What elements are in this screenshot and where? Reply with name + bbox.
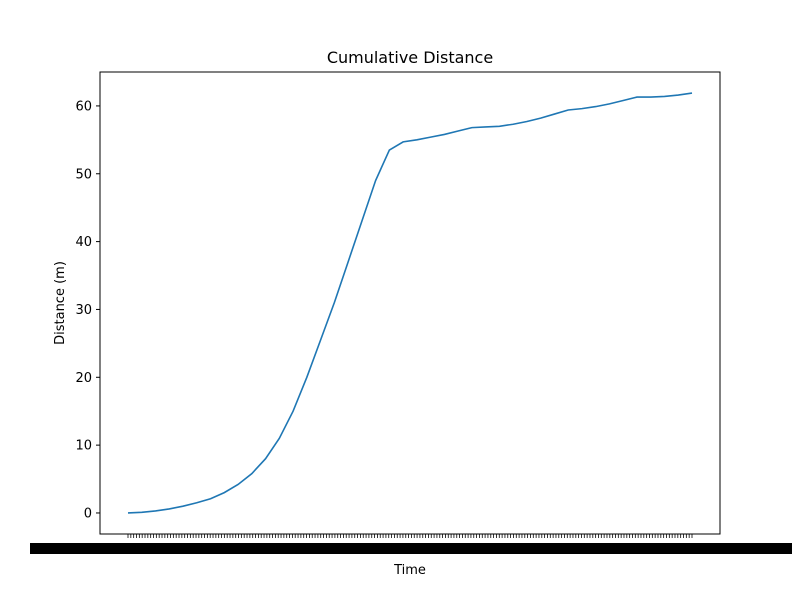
y-tick-label: 20 [75,371,92,386]
y-tick-label: 10 [75,439,92,454]
y-tick-label: 50 [75,167,92,182]
y-axis-label: Distance (m) [53,261,68,345]
y-tick-label: 60 [75,99,92,114]
y-ticks: 0 10 20 30 40 50 60 [75,99,100,521]
x-axis-label: Time [393,563,426,578]
series-line [127,92,693,514]
plot-frame [99,71,721,535]
x-tick-label-band [30,543,792,554]
y-tick-label: 30 [75,303,92,318]
y-tick-label: 40 [75,235,92,250]
chart-title: Cumulative Distance [327,48,493,67]
y-tick-label: 0 [84,506,92,521]
x-ticks [30,534,792,554]
